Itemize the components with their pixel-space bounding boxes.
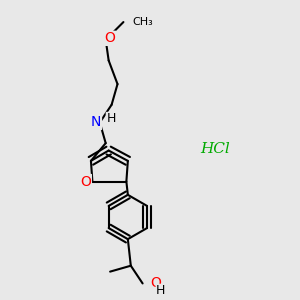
Text: H: H [156, 284, 166, 297]
Text: O: O [105, 31, 116, 45]
Text: H: H [106, 112, 116, 125]
Text: O: O [80, 175, 91, 188]
Text: CH₃: CH₃ [132, 17, 153, 27]
Text: O: O [150, 276, 161, 290]
Text: N: N [91, 116, 101, 130]
Text: HCl: HCl [200, 142, 230, 156]
